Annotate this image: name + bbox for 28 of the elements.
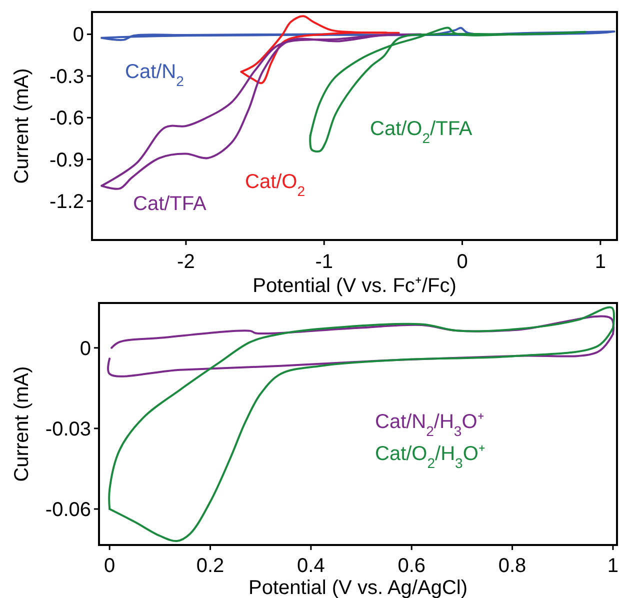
text: Cat/N$_{2}$/H$_{3}$O⁺ xyxy=(375,411,484,439)
y-tick-label: -0.06 xyxy=(45,499,91,522)
x-tick-label: 1 xyxy=(594,251,606,273)
y-tick-label: -0.6 xyxy=(50,108,84,130)
x-tick-label: 0.8 xyxy=(498,555,526,577)
y-tick-label: -0.03 xyxy=(45,418,91,440)
x-axis-title: Potential (V vs. Fc⁺/Fc) xyxy=(252,275,456,297)
x-tick-label: 0 xyxy=(104,555,116,577)
x-tick-label: -2 xyxy=(177,251,195,273)
x-tick-label: 0.2 xyxy=(196,555,224,577)
text: Cat/O$_{2}$/H$_{3}$O⁺ xyxy=(375,443,486,471)
x-tick-label: 0 xyxy=(456,251,468,273)
y-axis-title: Current (mA) xyxy=(11,68,33,184)
x-tick-label: 0.4 xyxy=(297,555,325,577)
series-label: Cat/O$_{2}$/TFA xyxy=(370,118,473,146)
y-tick-label: -1.2 xyxy=(50,191,84,214)
y-tick-label: 0 xyxy=(80,338,91,360)
x-tick-label: -1 xyxy=(315,251,334,273)
text: Cat/O$_{2}$ xyxy=(245,171,306,199)
x-tick-label: 0.6 xyxy=(398,555,426,577)
x-tick-label: 1 xyxy=(607,555,619,577)
y-tick-label: 0 xyxy=(72,24,84,46)
series-label: Cat/TFA xyxy=(133,193,208,215)
y-tick-label: -0.3 xyxy=(50,66,84,88)
series-label: Cat/N$_{2}$ xyxy=(125,61,184,89)
y-tick-label: -0.9 xyxy=(50,149,84,172)
x-axis-title: Potential (V vs. Ag/AgCl) xyxy=(248,577,468,598)
y-axis-title: Current (mA) xyxy=(11,366,33,482)
